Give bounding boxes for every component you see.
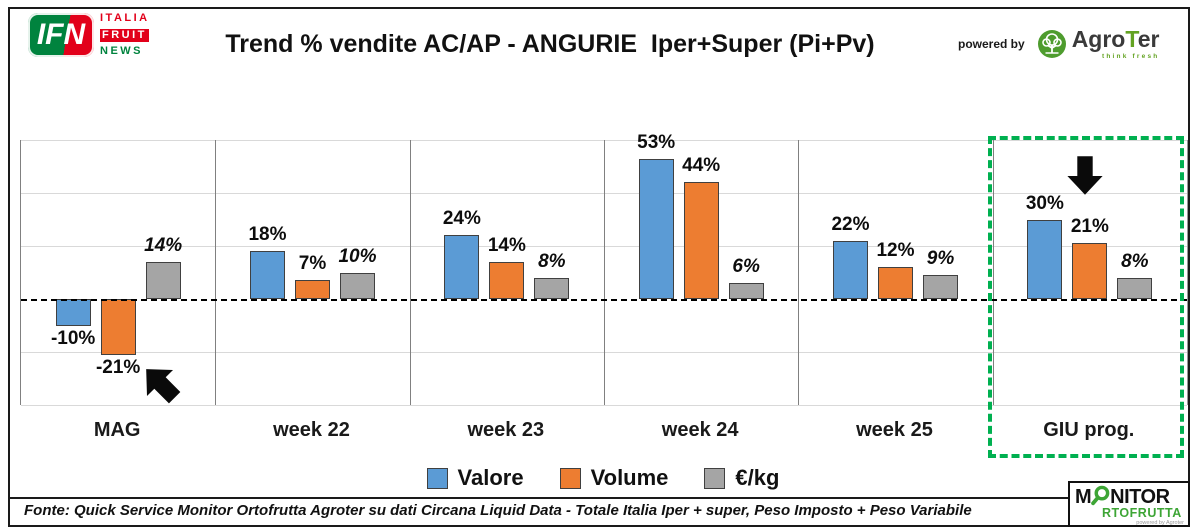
agroter-name-part: T [1125, 26, 1138, 52]
bar-valore-week-24 [638, 158, 674, 299]
bar-value-label: 21% [1070, 216, 1109, 238]
bar-value-label: 6% [732, 256, 760, 278]
category-label: GIU prog. [1043, 419, 1135, 441]
powered-by-label: powered by [958, 37, 1025, 51]
monitor-powered-by: powered by Agroter [1136, 519, 1184, 526]
legend-swatch [426, 467, 448, 489]
bar-volume-week-23 [489, 261, 525, 299]
mag-volume-arrow [127, 350, 192, 415]
panel-separator [992, 140, 994, 405]
agroter-tree-icon [1037, 30, 1066, 58]
zero-line [21, 299, 1187, 301]
bar-value-label: 12% [876, 240, 915, 262]
legend-label: Valore [457, 465, 524, 490]
agroter-name: AgroTer [1072, 28, 1160, 51]
bar-volume-week-24 [683, 182, 719, 299]
bar-value-label: 9% [926, 248, 955, 270]
monitor-nitor: NITOR [1110, 485, 1170, 508]
panel-separator [604, 140, 605, 405]
bar-value-label: 14% [144, 234, 183, 256]
ifn-logo: IFN ITALIA FRUIT NEWS [28, 13, 150, 57]
panel-separator [215, 140, 217, 405]
monitor-line2: RTOFRUTTA [1102, 506, 1182, 520]
bar-volume-week-22 [295, 280, 330, 299]
legend-swatch [559, 467, 581, 489]
source-note: Fonte: Quick Service Monitor Ortofrutta … [24, 502, 972, 519]
down-arrow-icon [1067, 156, 1103, 195]
up-left-arrow-icon [146, 369, 181, 404]
legend-item-valore: Valore [426, 465, 524, 491]
chart-title: Trend % vendite AC/AP - ANGURIE Iper+Sup… [225, 30, 875, 58]
bar-value-label: 22% [831, 213, 870, 235]
bar-value-label: 10% [338, 245, 377, 267]
bar-€/kg-week-24 [728, 283, 764, 299]
plot-area: -10% 18% 24% 53% 22% 30% -21% 7% 14% 44% 12% 21% 14%… [20, 132, 1188, 406]
bar-valore-week-23 [444, 235, 480, 299]
bar-volume-giu-prog- [1072, 243, 1108, 299]
category-label: week 22 [273, 419, 350, 441]
bar-chart: -10% 18% 24% 53% 22% 30% -21% 7% 14% 44% 12% 21% 14%… [20, 132, 1188, 458]
ifn-acronym: IFN [36, 18, 86, 51]
ifn-fruit-label: FRUIT [100, 28, 149, 42]
monitor-line1: M NITOR [1075, 485, 1184, 508]
gridline [21, 405, 1187, 406]
legend-label: €/kg [735, 465, 780, 490]
agroter-logo: AgroTer think fresh [1037, 28, 1160, 61]
bar-value-label: 53% [637, 131, 676, 153]
bar-value-label: 8% [538, 250, 566, 272]
bar-volume-mag [100, 299, 136, 355]
bar-value-label: 8% [1121, 250, 1149, 272]
ifn-news-label: NEWS [100, 45, 143, 57]
monitor-ortofrutta-logo: M NITOR RTOFRUTTA powered by Agroter [1068, 481, 1190, 527]
bar-valore-mag [55, 299, 91, 326]
bar-value-label: 14% [487, 234, 526, 256]
bar-€/kg-week-25 [923, 275, 958, 299]
giu-prog-arrow [1063, 154, 1107, 198]
bar-value-label: 7% [298, 253, 327, 275]
bar-value-label: 44% [682, 155, 721, 177]
ifn-italia-label: ITALIA [100, 12, 150, 24]
bar-value-label: -10% [50, 327, 96, 349]
agroter-wordmark: AgroTer think fresh [1072, 28, 1160, 61]
bar-value-label: 18% [248, 224, 287, 246]
bar-volume-week-25 [878, 267, 913, 299]
bar-€/kg-week-22 [340, 272, 375, 299]
chart-legend: Valore Volume €/kg [20, 458, 1186, 498]
bar-valore-week-22 [250, 251, 285, 299]
slide-border [8, 7, 1190, 527]
agroter-name-part: Agro [1071, 26, 1126, 52]
bar-value-label: 30% [1025, 192, 1064, 214]
giu-highlight-box [987, 136, 1184, 458]
bar-value-label: -21% [95, 356, 141, 378]
agroter-tagline: think fresh [1102, 53, 1160, 60]
magnifier-icon [1091, 485, 1110, 506]
agroter-block: powered by AgroTer think fresh [958, 28, 1160, 61]
category-label: week 25 [856, 419, 933, 441]
legend-label: Volume [590, 465, 669, 490]
category-axis: MAG week 22 week 23 week 24 week 25 GIU prog. [20, 405, 1186, 458]
bar-valore-giu-prog- [1027, 219, 1063, 299]
legend-item--kg: €/kg [704, 465, 779, 491]
bar-€/kg-giu-prog- [1117, 277, 1153, 299]
category-label: week 23 [467, 419, 545, 441]
bar-€/kg-week-23 [534, 277, 570, 299]
ifn-logo-text: ITALIA FRUIT NEWS [100, 13, 150, 57]
legend-swatch [704, 467, 726, 489]
ifn-logo-mark: IFN [28, 13, 94, 57]
footer-divider [8, 497, 1186, 499]
bar-€/kg-mag [145, 261, 181, 299]
category-label: week 24 [661, 419, 739, 441]
panel-separator [798, 140, 800, 405]
category-label: MAG [93, 419, 141, 441]
bar-value-label: 24% [442, 208, 481, 230]
monitor-m: M [1075, 485, 1092, 508]
legend-item-volume: Volume [559, 465, 669, 491]
panel-separator [409, 140, 411, 405]
agroter-name-part: er [1137, 26, 1160, 52]
bar-valore-week-25 [833, 240, 868, 299]
